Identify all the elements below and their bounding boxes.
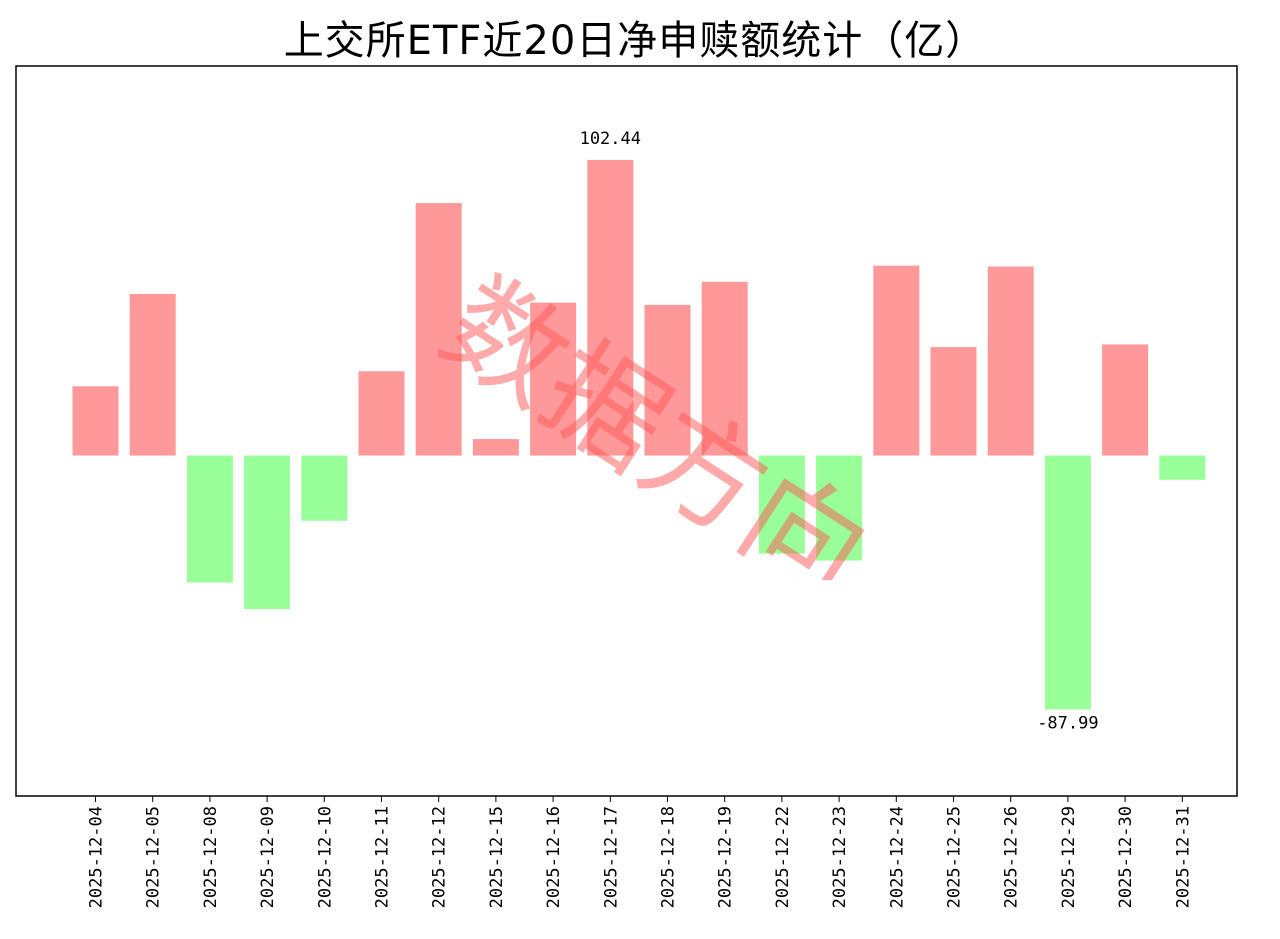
bar-2025-12-29	[1044, 455, 1091, 710]
plot-frame	[15, 65, 1238, 797]
x-axis-ticks: 2025-12-04 2025-12-05 2025-12-08 2025-12-09…	[87, 796, 1193, 908]
x-tick-label: 2025-12-24	[887, 806, 907, 908]
x-tick-label: 2025-12-29	[1059, 806, 1079, 908]
x-tick-label: 2025-12-31	[1173, 806, 1193, 908]
x-tick-label: 2025-12-18	[659, 806, 679, 908]
bar-2025-12-26	[987, 266, 1034, 456]
bar-2025-12-04	[72, 386, 119, 456]
bar-2025-12-08	[186, 455, 233, 583]
x-tick-label: 2025-12-23	[830, 806, 850, 908]
bar-2025-12-11	[358, 371, 405, 456]
data-label-2025-12-17: 102.44	[580, 129, 641, 149]
bar-2025-12-05	[129, 293, 176, 456]
chart-title: 上交所ETF近20日净申赎额统计（亿）	[283, 18, 987, 64]
x-tick-label: 2025-12-17	[601, 806, 621, 908]
x-tick-label: 2025-12-16	[544, 806, 564, 908]
bar-2025-12-18	[644, 304, 691, 456]
bar-2025-12-10	[301, 455, 348, 521]
bar-2025-12-16	[530, 302, 577, 456]
x-tick-label: 2025-12-26	[1002, 806, 1022, 908]
data-label-2025-12-29: -87.99	[1037, 713, 1098, 733]
bar-2025-12-25	[930, 347, 977, 456]
x-tick-label: 2025-12-22	[773, 806, 793, 908]
bar-2025-12-09	[244, 455, 291, 610]
x-tick-label: 2025-12-05	[144, 806, 164, 908]
bar-2025-12-19	[701, 281, 748, 456]
x-tick-label: 2025-12-15	[487, 806, 507, 908]
bar-2025-12-31	[1159, 455, 1206, 480]
bars-layer	[72, 159, 1206, 710]
x-tick-label: 2025-12-25	[945, 806, 965, 908]
x-tick-label: 2025-12-19	[716, 806, 736, 908]
bar-2025-12-30	[1102, 344, 1149, 456]
x-tick-label: 2025-12-30	[1116, 806, 1136, 908]
value-labels-layer: 102.44 -87.99	[580, 129, 1099, 733]
x-tick-label: 2025-12-09	[258, 806, 278, 908]
bar-2025-12-15	[472, 439, 519, 456]
x-tick-label: 2025-12-12	[430, 806, 450, 908]
bar-2025-12-12	[415, 203, 462, 456]
x-tick-label: 2025-12-08	[201, 806, 221, 908]
bar-2025-12-17	[587, 159, 634, 456]
bar-2025-12-22	[758, 455, 805, 554]
x-tick-label: 2025-12-11	[373, 806, 393, 908]
x-tick-label: 2025-12-04	[87, 806, 107, 908]
bar-2025-12-24	[873, 265, 920, 456]
bar-2025-12-23	[816, 455, 863, 561]
x-tick-label: 2025-12-10	[315, 806, 335, 908]
